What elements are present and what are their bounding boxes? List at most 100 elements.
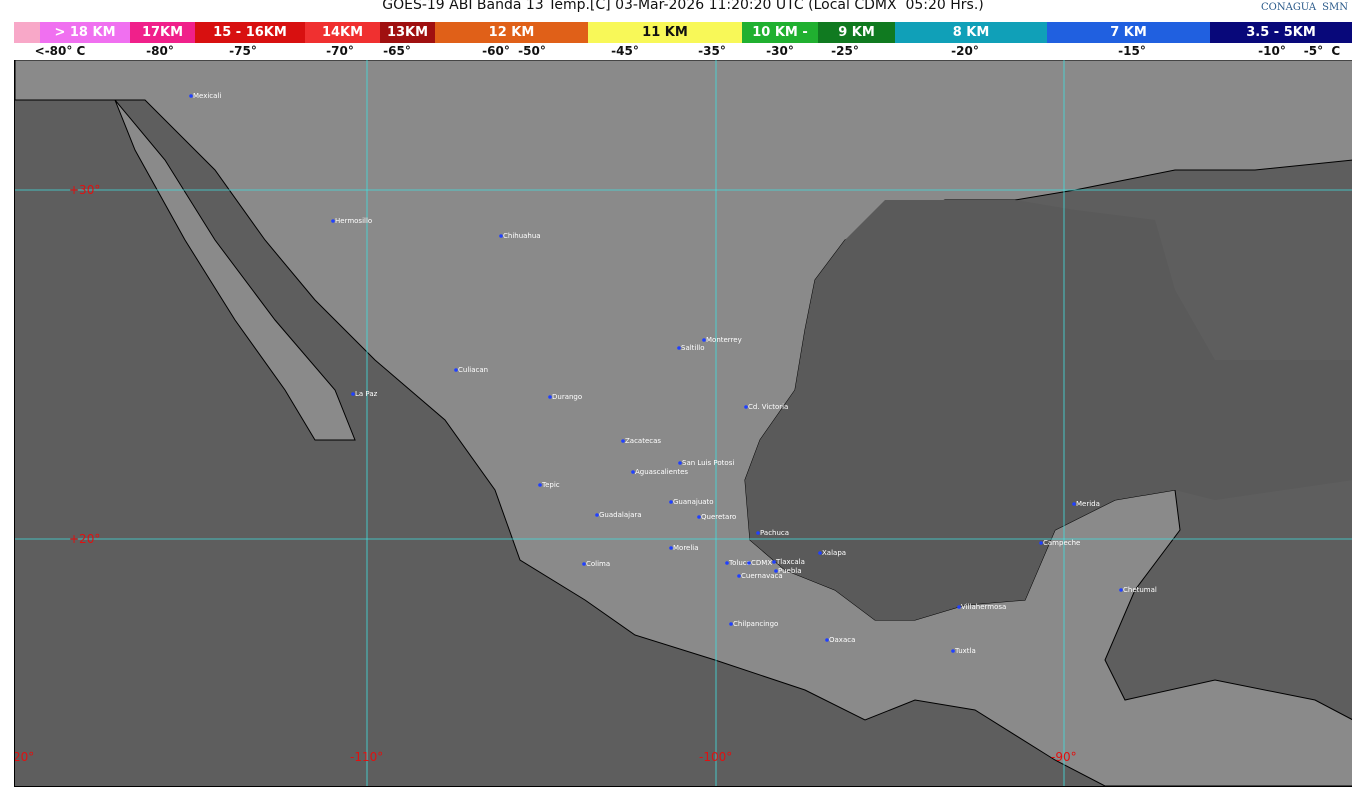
city-dot [772, 560, 776, 564]
city-label: Tepic [541, 481, 560, 489]
city-dot [548, 395, 552, 399]
city-label: Merida [1076, 500, 1100, 508]
city-dot [595, 513, 599, 517]
city-label: Monterrey [706, 336, 742, 344]
legend-segment: 14KM [305, 22, 380, 43]
landmass-north-america [15, 60, 1352, 786]
legend-segment: 9 KM [818, 22, 895, 43]
city-label: Queretaro [701, 513, 736, 521]
city-label: Morelia [673, 544, 699, 552]
city-label: Tuxtla [954, 647, 976, 655]
legend-segment: 10 KM - [742, 22, 818, 43]
city-label: Durango [552, 393, 582, 401]
city-dot [454, 368, 458, 372]
legend-tick: -20° [951, 44, 979, 58]
city-dot [499, 234, 503, 238]
city-label: Tlaxcala [775, 558, 805, 566]
city-label: Guadalajara [599, 511, 642, 519]
legend-tick: -10° [1258, 44, 1286, 58]
city-dot [702, 338, 706, 342]
city-dot [669, 500, 673, 504]
city-label: Campeche [1043, 539, 1080, 547]
latitude-label: +20° [69, 532, 100, 546]
city-dot [631, 470, 635, 474]
legend-segment [14, 22, 40, 43]
legend-tick: -70° [326, 44, 354, 58]
city-label: Zacatecas [625, 437, 661, 445]
legend-tick: -75° [229, 44, 257, 58]
city-label: Pachuca [760, 529, 789, 537]
city-dot [621, 439, 625, 443]
city-dot [1072, 502, 1076, 506]
city-label: Mexicali [193, 92, 221, 100]
latitude-label: +30° [69, 183, 100, 197]
city-label: Xalapa [822, 549, 846, 557]
city-dot [951, 649, 955, 653]
city-label: Guanajuato [673, 498, 714, 506]
legend-segment: 12 KM [435, 22, 588, 43]
longitude-label: -90° [1051, 750, 1077, 764]
legend-segment: > 18 KM [40, 22, 130, 43]
city-dot [818, 551, 822, 555]
city-dot [669, 546, 673, 550]
city-label: Cd. Victoria [748, 403, 788, 411]
city-dot [737, 574, 741, 578]
agency-logos: CONAGUA SMN [1261, 2, 1348, 13]
city-dot [825, 638, 829, 642]
city-dot [582, 562, 586, 566]
city-dot [729, 622, 733, 626]
city-dot [774, 569, 778, 573]
city-label: Chetumal [1123, 586, 1157, 594]
city-dot [677, 346, 681, 350]
city-label: Cuernavaca [741, 572, 783, 580]
city-label: Chilpancingo [733, 620, 778, 628]
city-label: San Luis Potosi [682, 459, 734, 467]
city-dot [1039, 541, 1043, 545]
legend-tick: -30° [766, 44, 794, 58]
legend-tick: -80° [146, 44, 174, 58]
city-dot [744, 405, 748, 409]
smn-logo: SMN [1322, 2, 1348, 13]
legend-segment: 11 KM [588, 22, 742, 43]
color-scale-legend: > 18 KM 17KM 15 - 16KM 14KM 13KM 12 KM 11 KM 10… [14, 22, 1352, 43]
city-dot [957, 605, 961, 609]
legend-segment: 15 - 16KM [195, 22, 305, 43]
legend-tick: -15° [1118, 44, 1146, 58]
city-label: CDMX [751, 559, 772, 567]
legend-tick: -25° [831, 44, 859, 58]
city-dot [538, 483, 542, 487]
city-label: Culiacan [458, 366, 488, 374]
city-label: Chihuahua [503, 232, 541, 240]
image-title: GOES-19 ABI Banda 13 Temp.[C] 03-Mar-202… [382, 0, 984, 13]
gulf-of-mexico [745, 200, 1352, 620]
legend-segment: 8 KM [895, 22, 1047, 43]
city-dot [189, 94, 193, 98]
city-markers: Mexicali Hermosillo Chihuahua Culiacan La Pa… [189, 92, 1157, 655]
city-label: Saltillo [681, 344, 705, 352]
city-dot [747, 561, 751, 565]
legend-tick: -35° [698, 44, 726, 58]
city-label: La Paz [355, 390, 378, 398]
conagua-logo: CONAGUA [1261, 2, 1317, 13]
longitude-label: -110° [350, 750, 383, 764]
city-dot [331, 219, 335, 223]
city-label: Villahermosa [961, 603, 1006, 611]
grid-labels: +30° +20° -120° -110° -100° -90° [14, 183, 1077, 764]
city-label: Puebla [778, 567, 802, 575]
legend-tick: -45° [611, 44, 639, 58]
lat-lon-grid [15, 60, 1352, 786]
longitude-label: -100° [699, 750, 732, 764]
city-label: Aguascalientes [635, 468, 688, 476]
legend-segment: 13KM [380, 22, 435, 43]
city-label: Oaxaca [829, 636, 855, 644]
legend-segment: 17KM [130, 22, 195, 43]
city-label: Hermosillo [335, 217, 372, 225]
city-dot [725, 561, 729, 565]
legend-tick: -65° [383, 44, 411, 58]
city-dot [756, 531, 760, 535]
city-dot [351, 392, 355, 396]
city-dot [697, 515, 701, 519]
longitude-label: -120° [14, 750, 34, 764]
legend-tick: -5° C [1303, 44, 1341, 58]
legend-tick: -60° -50° [482, 44, 546, 58]
